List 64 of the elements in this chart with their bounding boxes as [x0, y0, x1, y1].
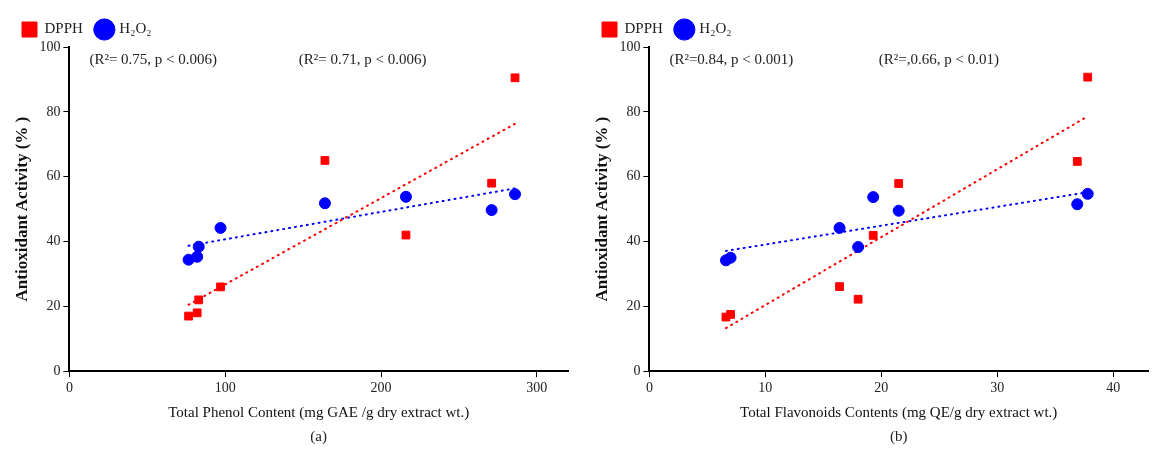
- x-tick-label: 0: [645, 380, 653, 396]
- point: [184, 311, 193, 321]
- legend-label: H₂O₂: [699, 20, 732, 37]
- point: [192, 308, 202, 318]
- y-tick-label: 60: [626, 168, 641, 184]
- x-tick-label: 20: [874, 380, 889, 396]
- legend-label: H₂O₂: [119, 20, 152, 37]
- x-tick-label: 0: [65, 380, 73, 396]
- point: [1081, 187, 1094, 200]
- y-tick-label: 40: [626, 233, 641, 249]
- x-tick-label: 100: [214, 380, 236, 396]
- annotation: (R²= 0.75, p < 0.006): [89, 51, 218, 69]
- point: [510, 73, 520, 83]
- point: [485, 204, 498, 217]
- text: (b): [889, 428, 908, 446]
- annotation: (R²=0.84, p < 0.001): [669, 51, 794, 69]
- y-tick-label: 100: [619, 38, 641, 54]
- point: [509, 188, 522, 201]
- point: [487, 178, 497, 188]
- x-axis-title: Total Flavonoids Contents (mg QE/g dry extract wt.): [740, 403, 1058, 421]
- y-axis-title: Antioxidant Activity (% ): [591, 116, 611, 302]
- point: [1071, 198, 1084, 211]
- x-tick-label: 200: [370, 380, 392, 396]
- x-tick-label: 40: [1106, 380, 1121, 396]
- y-tick-label: 40: [46, 233, 61, 249]
- y-tick-label: 100: [39, 38, 61, 54]
- point: [192, 240, 205, 253]
- x-tick-label: 30: [990, 380, 1005, 396]
- x-tick-label: 10: [758, 380, 773, 396]
- point: [191, 250, 204, 263]
- y-axis-title: Antioxidant Activity (% ): [11, 116, 31, 302]
- x-tick-label: 300: [526, 380, 548, 396]
- point: [835, 282, 844, 291]
- point: [216, 282, 225, 292]
- y-tick-label: 0: [633, 362, 641, 378]
- point: [853, 294, 863, 304]
- y-tick-label: 60: [46, 168, 61, 184]
- point: [1072, 157, 1082, 166]
- point: [320, 156, 330, 165]
- point: [724, 251, 737, 264]
- y-tick-label: 0: [53, 362, 61, 378]
- y-tick-label: 80: [46, 103, 61, 119]
- y-tick-label: 80: [626, 103, 641, 119]
- y-tick-label: 20: [46, 298, 61, 314]
- point: [833, 221, 846, 234]
- point: [399, 190, 412, 203]
- text: (a): [310, 428, 328, 446]
- point: [318, 197, 331, 210]
- annotation: (R²= 0.71, p < 0.006): [298, 51, 427, 69]
- point: [868, 230, 878, 240]
- point: [892, 204, 905, 217]
- point: [852, 241, 865, 254]
- point: [726, 310, 735, 319]
- point: [894, 179, 904, 188]
- point: [1083, 72, 1093, 82]
- point: [214, 221, 227, 234]
- y-tick-label: 20: [626, 298, 641, 314]
- point: [194, 295, 204, 305]
- x-axis-title: Total Phenol Content (mg GAE /g dry extract wt.): [168, 403, 470, 421]
- legend-label: DPPH: [44, 20, 84, 37]
- annotation: (R²=,0.66, p < 0.01): [878, 51, 999, 69]
- point: [867, 191, 880, 204]
- point: [401, 230, 411, 240]
- legend-label: DPPH: [624, 20, 664, 37]
